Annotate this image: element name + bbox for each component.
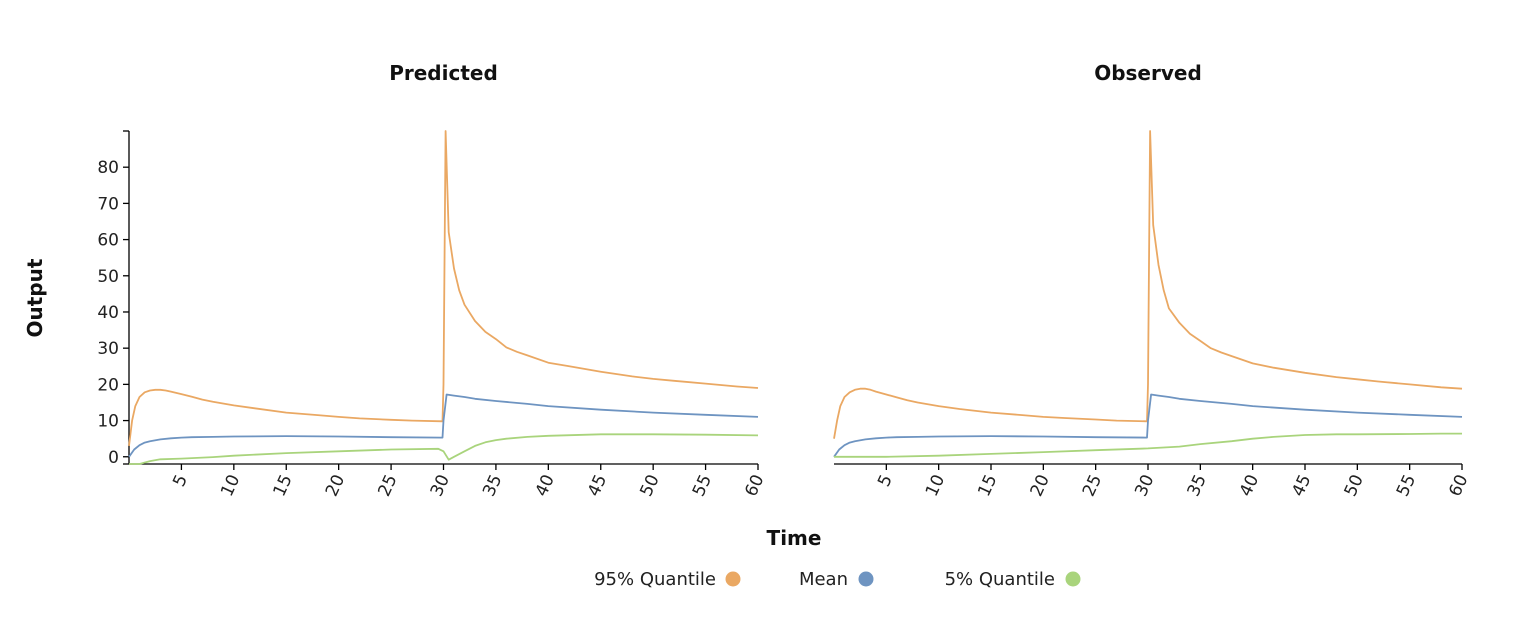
- x-tick-label: 10: [217, 472, 244, 500]
- legend-label: Mean: [799, 569, 848, 590]
- y-tick-label: 60: [97, 231, 119, 251]
- x-tick-label: 40: [1236, 472, 1263, 500]
- x-tick-label: 25: [1079, 472, 1106, 500]
- x-tick-label: 40: [532, 472, 559, 500]
- legend-swatch: [858, 571, 874, 587]
- x-tick-label: 30: [427, 472, 454, 500]
- panel-predicted: Predicted 5 10 15 20 25 30 35 40 45 50 55 60 0 10 20 30 4…: [97, 61, 768, 500]
- legend-item: 95% Quantile: [594, 569, 741, 590]
- x-tick-label: 5: [169, 472, 192, 490]
- y-axis-title: Output: [23, 258, 47, 337]
- x-tick-label: 50: [636, 472, 663, 500]
- legend-swatch: [725, 571, 741, 587]
- x-tick-label: 20: [1027, 472, 1054, 500]
- x-tick-label: 60: [741, 472, 768, 500]
- y-tick-label: 30: [97, 339, 119, 359]
- x-tick-label: 5: [874, 472, 897, 490]
- series-line-95-quantile: [128, 130, 759, 447]
- legend-label: 95% Quantile: [594, 569, 716, 590]
- x-tick-label: 20: [322, 472, 349, 500]
- x-tick-label: 50: [1341, 472, 1368, 500]
- x-tick-label: 25: [374, 472, 401, 500]
- chart-panels: Predicted 5 10 15 20 25 30 35 40 45 50 55 60 0 10 20 30 4…: [97, 61, 1472, 500]
- panel-title: Observed: [1094, 61, 1202, 85]
- legend-swatch: [1065, 571, 1081, 587]
- x-tick-label: 35: [479, 472, 506, 500]
- x-tick-label: 45: [1288, 472, 1315, 500]
- y-tick-label: 10: [97, 412, 119, 432]
- x-tick-label: 15: [270, 472, 297, 500]
- x-tick-label: 55: [1393, 472, 1420, 500]
- x-axis-title: Time: [767, 526, 822, 550]
- x-tick-label: 15: [974, 472, 1001, 500]
- x-tick-label: 10: [922, 472, 949, 500]
- legend-item: Mean: [799, 569, 874, 590]
- y-tick-label: 50: [97, 267, 119, 287]
- panel-observed: Observed 5 10 15 20 25 30 35 40 45 50 55 60: [833, 61, 1473, 500]
- legend-label: 5% Quantile: [945, 569, 1055, 590]
- y-tick-label: 80: [97, 158, 119, 178]
- panel-title: Predicted: [389, 61, 498, 85]
- x-tick-label: 55: [689, 472, 716, 500]
- legend: 95% Quantile Mean 5% Quantile: [594, 569, 1081, 590]
- x-tick-label: 45: [584, 472, 611, 500]
- x-tick-label: 35: [1184, 472, 1211, 500]
- series-line-5-quantile: [834, 432, 1462, 458]
- legend-item: 5% Quantile: [945, 569, 1081, 590]
- y-tick-label: 0: [108, 448, 119, 468]
- series-line-mean: [833, 393, 1463, 458]
- series-line-95-quantile: [833, 130, 1463, 439]
- y-tick-label: 20: [97, 375, 119, 395]
- y-tick-label: 40: [97, 303, 119, 323]
- series-line-5-quantile: [129, 433, 759, 465]
- series-line-mean: [128, 393, 759, 458]
- x-tick-label: 30: [1131, 472, 1158, 500]
- y-tick-label: 70: [97, 194, 119, 214]
- x-tick-label: 60: [1445, 472, 1472, 500]
